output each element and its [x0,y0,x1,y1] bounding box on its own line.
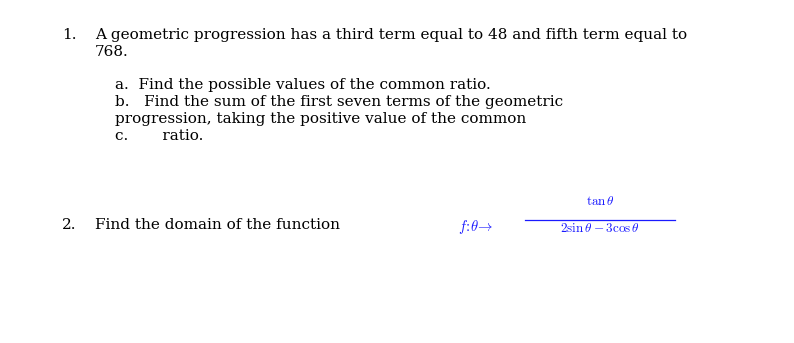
Text: progression, taking the positive value of the common: progression, taking the positive value o… [115,112,526,126]
Text: $2\sin\theta-3\cos\theta$: $2\sin\theta-3\cos\theta$ [560,222,640,235]
Text: a.  Find the possible values of the common ratio.: a. Find the possible values of the commo… [115,78,491,92]
Text: $f\!:\!\theta\!\rightarrow$: $f\!:\!\theta\!\rightarrow$ [458,218,493,236]
Text: Find the domain of the function: Find the domain of the function [95,218,345,232]
Text: A geometric progression has a third term equal to 48 and fifth term equal to: A geometric progression has a third term… [95,28,687,42]
Text: $\tan\theta$: $\tan\theta$ [585,195,615,208]
Text: 2.: 2. [62,218,76,232]
Text: 768.: 768. [95,45,129,59]
Text: b.   Find the sum of the first seven terms of the geometric: b. Find the sum of the first seven terms… [115,95,563,109]
Text: 1.: 1. [62,28,76,42]
Text: c.       ratio.: c. ratio. [115,129,203,143]
